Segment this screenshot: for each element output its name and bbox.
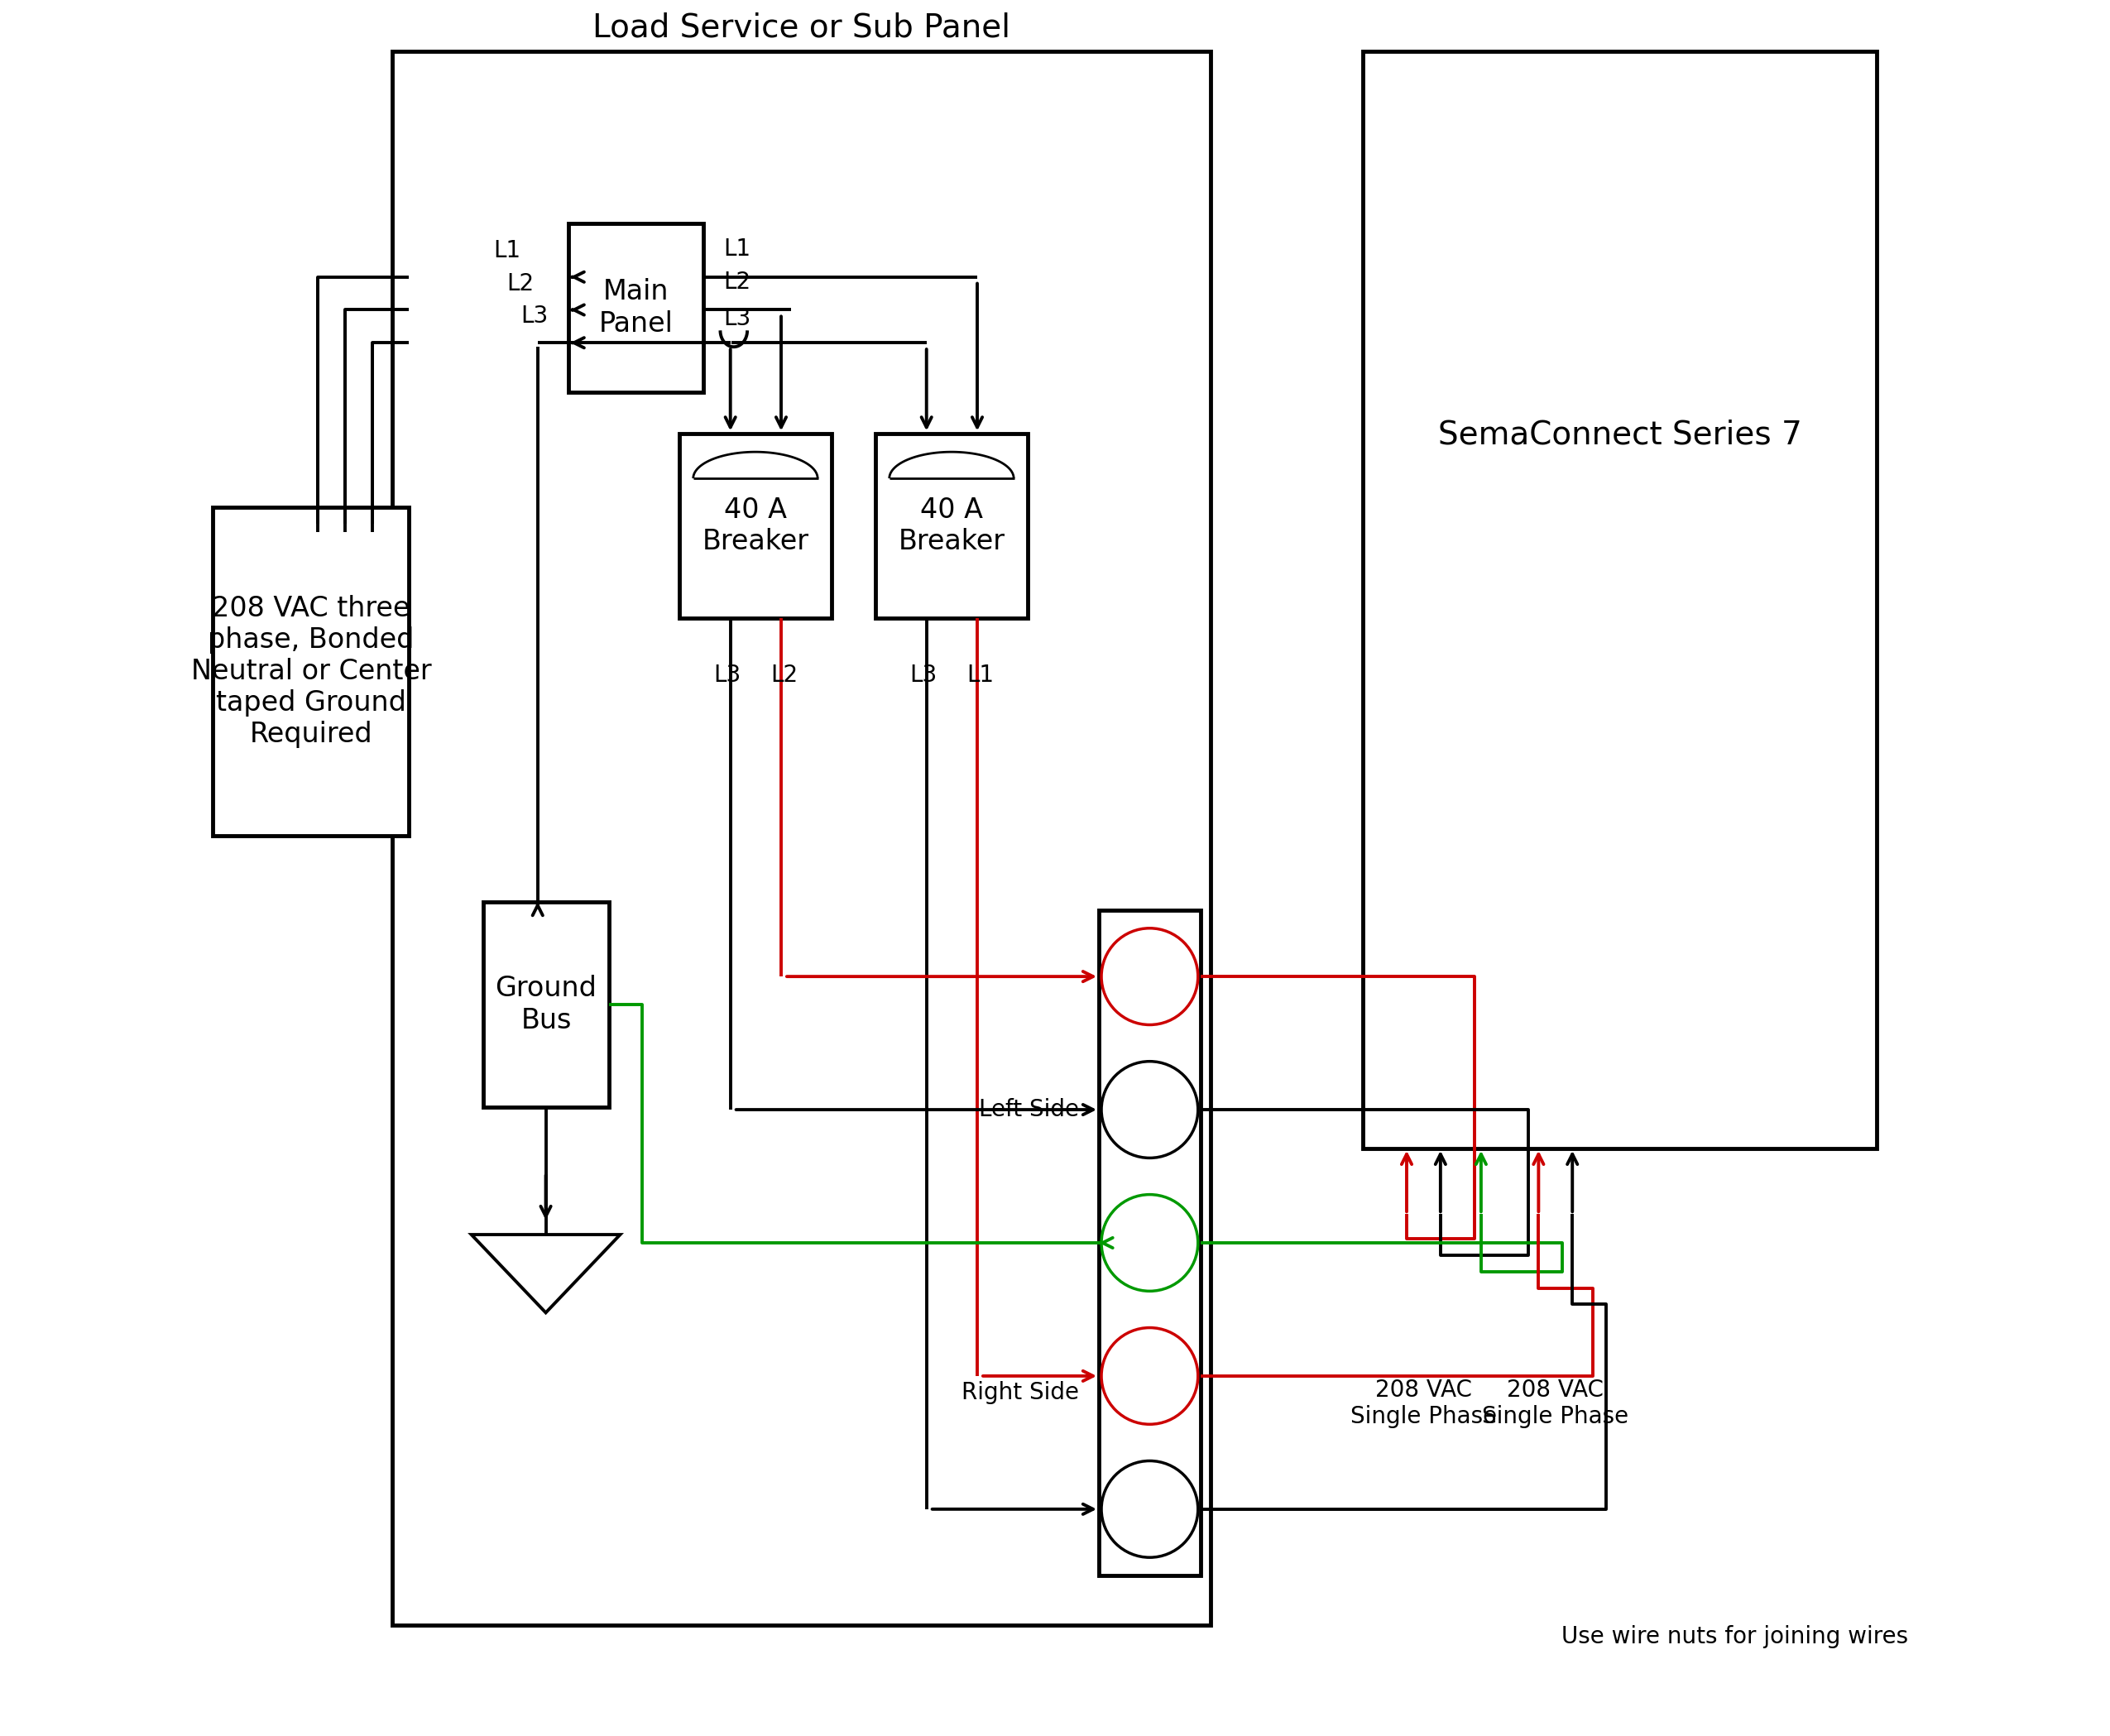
Bar (876, 434, 1028, 618)
Text: 40 A
Breaker: 40 A Breaker (899, 496, 1004, 556)
Text: L3: L3 (521, 306, 549, 328)
Text: Main
Panel: Main Panel (599, 278, 673, 337)
Text: L3: L3 (724, 307, 751, 330)
Text: L2: L2 (724, 271, 751, 293)
Text: L3: L3 (713, 663, 741, 686)
Text: Right Side: Right Side (962, 1380, 1078, 1404)
Text: L2: L2 (506, 273, 534, 295)
Text: L1: L1 (494, 240, 521, 262)
Text: Load Service or Sub Panel: Load Service or Sub Panel (593, 12, 1011, 43)
Text: L1: L1 (966, 663, 994, 686)
Text: Left Side: Left Side (979, 1099, 1078, 1121)
Text: Use wire nuts for joining wires: Use wire nuts for joining wires (1561, 1625, 1907, 1647)
Bar (1099, 910, 1201, 1576)
Bar (679, 434, 831, 618)
Bar (392, 50, 1211, 1625)
Text: L1: L1 (724, 238, 751, 260)
Text: 40 A
Breaker: 40 A Breaker (703, 496, 808, 556)
Text: SemaConnect Series 7: SemaConnect Series 7 (1437, 418, 1802, 451)
Bar (568, 224, 703, 392)
Bar (483, 901, 608, 1108)
Text: Ground
Bus: Ground Bus (496, 976, 597, 1035)
Text: L3: L3 (909, 663, 937, 686)
Text: 208 VAC
Single Phase: 208 VAC Single Phase (1481, 1378, 1629, 1429)
Text: 208 VAC
Single Phase: 208 VAC Single Phase (1350, 1378, 1496, 1429)
Text: L2: L2 (770, 663, 798, 686)
Bar (1363, 50, 1876, 1147)
Text: 208 VAC three
phase, Bonded
Neutral or Center
taped Ground
Required: 208 VAC three phase, Bonded Neutral or C… (190, 595, 430, 748)
Bar (213, 507, 409, 837)
